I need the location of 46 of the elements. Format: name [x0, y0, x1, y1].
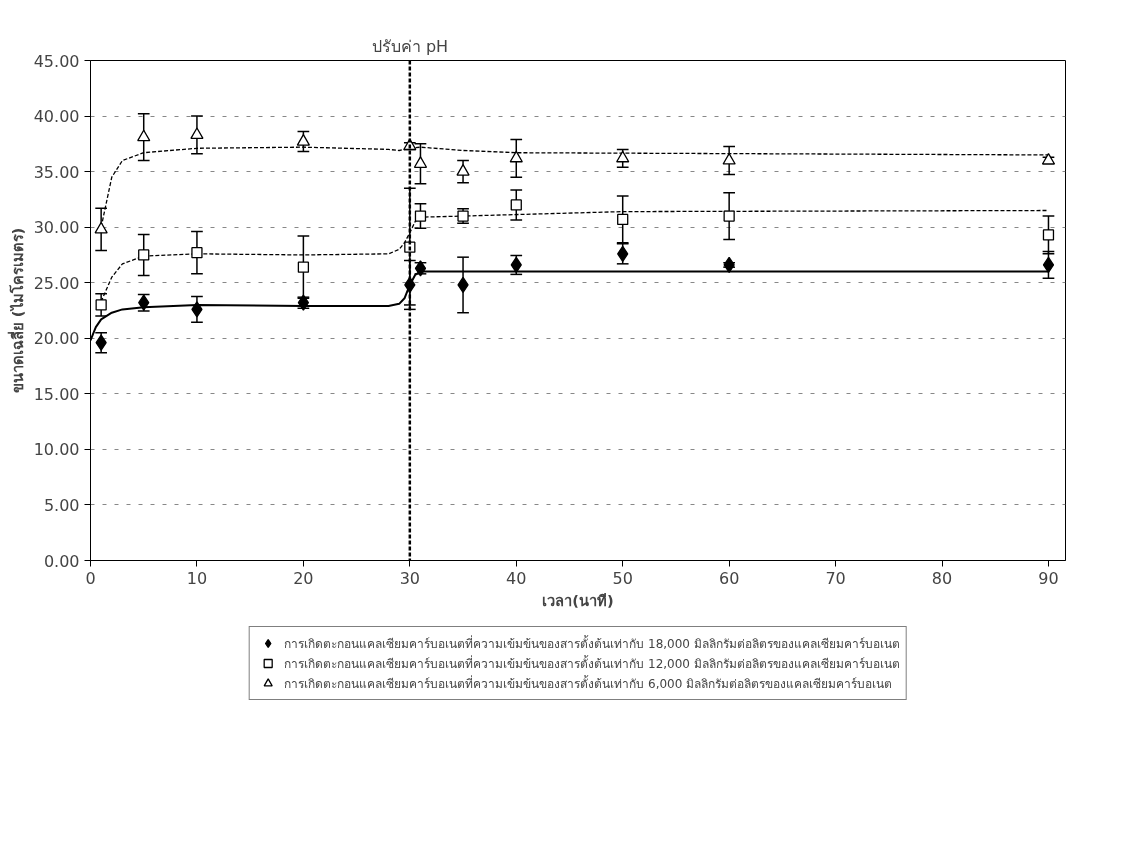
point	[456, 164, 470, 176]
point	[722, 152, 736, 165]
point	[138, 249, 150, 261]
point	[95, 299, 107, 311]
legend-label: การเกิดตะกอนแคลเซียมคาร์บอเนตที่ความเข้มข้นของสารตั้งต้นเท่ากับ 18,000 มิลลิกรัมต่อลิตรของแคลเซียมคาร์บอเนต	[284, 634, 900, 653]
x-tick-label: 70	[825, 568, 846, 588]
point	[509, 150, 523, 163]
point	[137, 129, 151, 142]
point	[723, 210, 735, 222]
x-tick-label: 10	[186, 568, 208, 588]
y-axis-title: ขนาดเฉลี่ย (ไมโครเมตร)	[6, 227, 26, 394]
x-tick-label: 80	[931, 568, 953, 588]
point	[616, 150, 630, 163]
x-tick-label: 60	[718, 568, 740, 588]
legend-label: การเกิดตะกอนแคลเซียมคาร์บอเนตที่ความเข้มข้นของสารตั้งต้นเท่ากับ 6,000 มิลลิกรัมต่อลิตรของแคลเซียมคาร์บอเนต	[284, 674, 893, 693]
x-tick-label: 50	[612, 568, 633, 588]
point	[617, 213, 629, 226]
point	[510, 199, 522, 211]
y-tick-label: 0.00	[43, 551, 80, 571]
point	[413, 156, 428, 168]
x-tick-label: 0	[85, 568, 96, 588]
point	[190, 127, 204, 140]
x-tick-label: 90	[1038, 568, 1059, 588]
point	[191, 301, 203, 318]
y-tick-label: 10.00	[33, 440, 80, 460]
y-tick-label: 25.00	[33, 273, 80, 293]
y-tick-label: 20.00	[33, 329, 80, 349]
point	[94, 221, 108, 234]
point	[414, 210, 427, 222]
y-tick-label: 15.00	[33, 384, 80, 404]
point	[297, 261, 310, 273]
point	[191, 247, 203, 259]
y-tick-label: 35.00	[33, 162, 80, 182]
x-tick-label: 20	[293, 568, 314, 588]
ref-line-label: ปรับค่า pH	[371, 36, 449, 56]
y-tick-label: 30.00	[33, 218, 80, 238]
y-tick-label: 5.00	[43, 495, 80, 515]
y-tick-label: 40.00	[33, 107, 80, 127]
legend-label: การเกิดตะกอนแคลเซียมคาร์บอเนตที่ความเข้มข้นของสารตั้งต้นเท่ากับ 12,000 มิลลิกรัมต่อลิตรของแคลเซียมคาร์บอเนต	[284, 654, 900, 673]
point	[1042, 229, 1055, 241]
x-axis-title: เวลา(นาที)	[542, 591, 614, 609]
x-tick-label: 40	[506, 568, 527, 588]
point	[296, 134, 311, 146]
point	[1041, 152, 1056, 165]
y-tick-label: 45.00	[33, 51, 80, 71]
x-tick-label: 30	[399, 568, 420, 588]
